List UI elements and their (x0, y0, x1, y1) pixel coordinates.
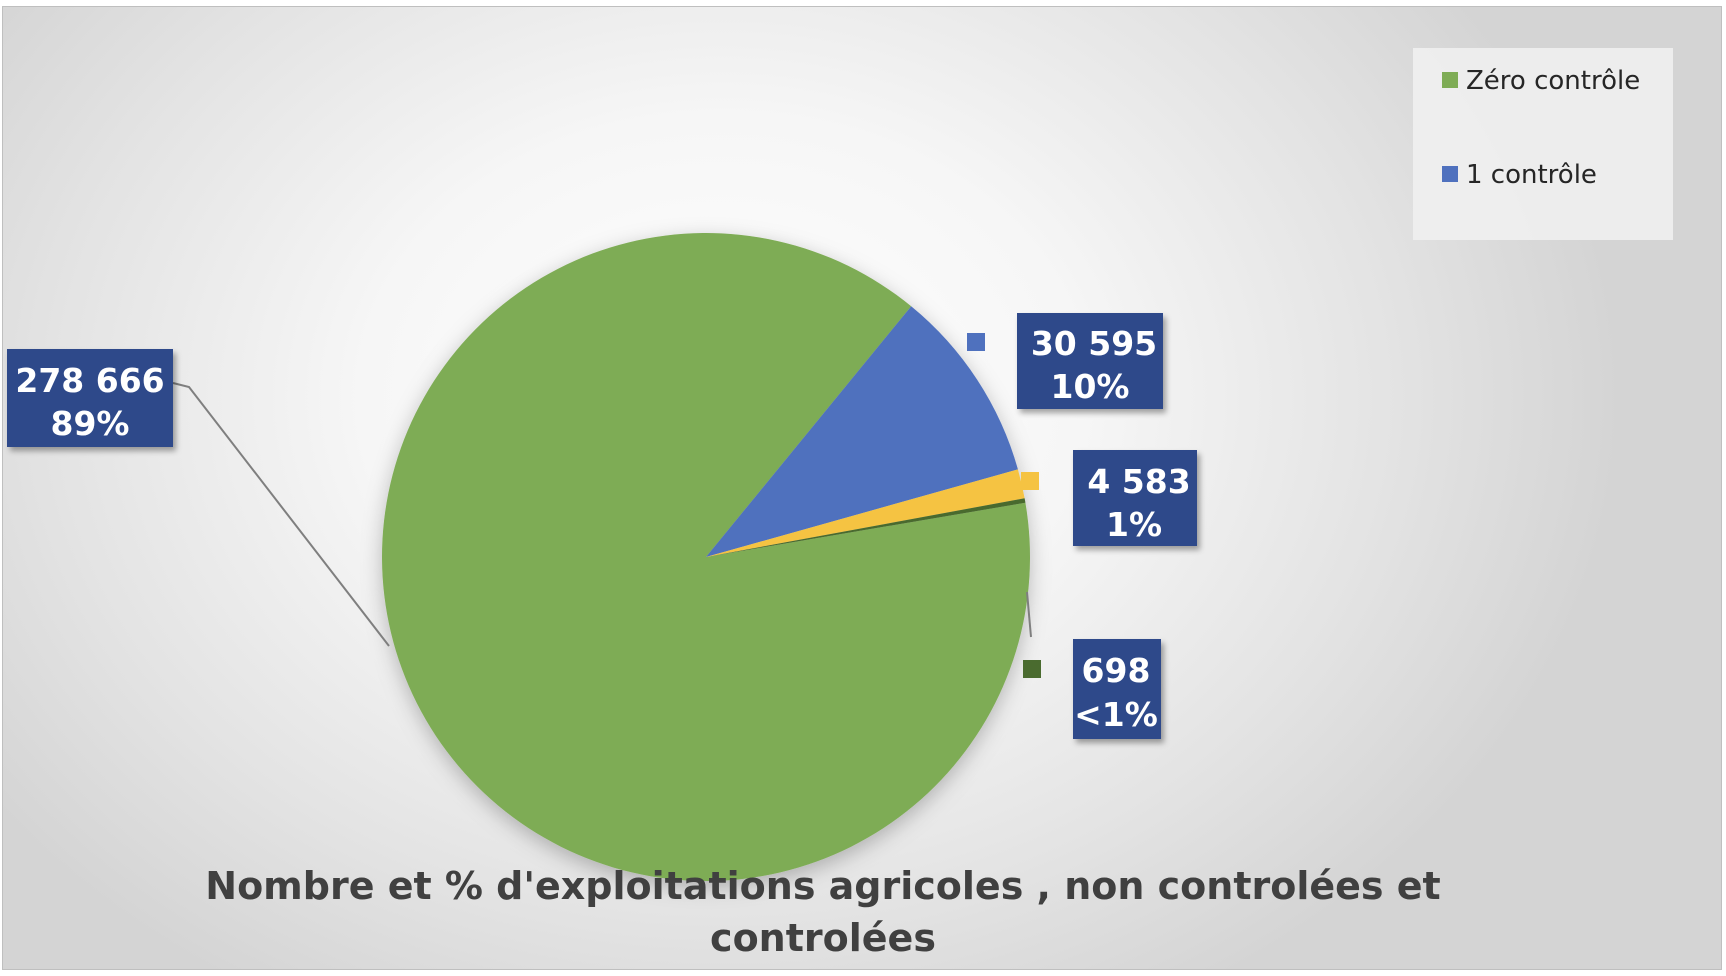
data-label-percent: <1% (1074, 695, 1158, 734)
pie-slice-small (706, 469, 1025, 557)
data-label-value: 278 666 (15, 361, 164, 400)
legend-swatch-one (1442, 166, 1458, 182)
pie-slice-un-controle (706, 306, 1018, 557)
label-marker-un-controle (967, 333, 985, 351)
data-label-value: 30 595 (1031, 324, 1157, 363)
label-marker-smallest (1023, 660, 1041, 678)
leader-line-zero (172, 382, 390, 647)
chart-title-line-1: Nombre et % d'exploitations agricoles , … (205, 864, 1440, 908)
legend-label-zero: Zéro contrôle (1466, 66, 1640, 96)
data-label-percent: 89% (51, 404, 130, 443)
legend-swatch-zero (1442, 72, 1458, 88)
data-label-percent: 1% (1106, 505, 1162, 544)
data-label-small: 4 583 1% (1073, 450, 1197, 546)
label-marker-small (1021, 472, 1039, 490)
data-label-percent: 10% (1051, 367, 1130, 406)
leader-line-smallest (1026, 591, 1032, 638)
chart-frame: Zéro contrôle 1 contrôle 278 666 89% 30 … (2, 6, 1722, 970)
data-label-value: 698 (1082, 651, 1151, 690)
data-label-un-controle: 30 595 10% (1017, 313, 1163, 409)
data-label-value: 4 583 (1087, 462, 1190, 501)
data-label-zero-controle: 278 666 89% (7, 349, 173, 447)
pie-slice-smallest (706, 498, 1026, 557)
pie-chart: Zéro contrôle 1 contrôle 278 666 89% 30 … (7, 48, 1673, 960)
data-label-smallest: 698 <1% (1073, 639, 1161, 739)
chart-title-line-2: controlées (710, 916, 936, 960)
legend-label-one: 1 contrôle (1466, 160, 1597, 190)
